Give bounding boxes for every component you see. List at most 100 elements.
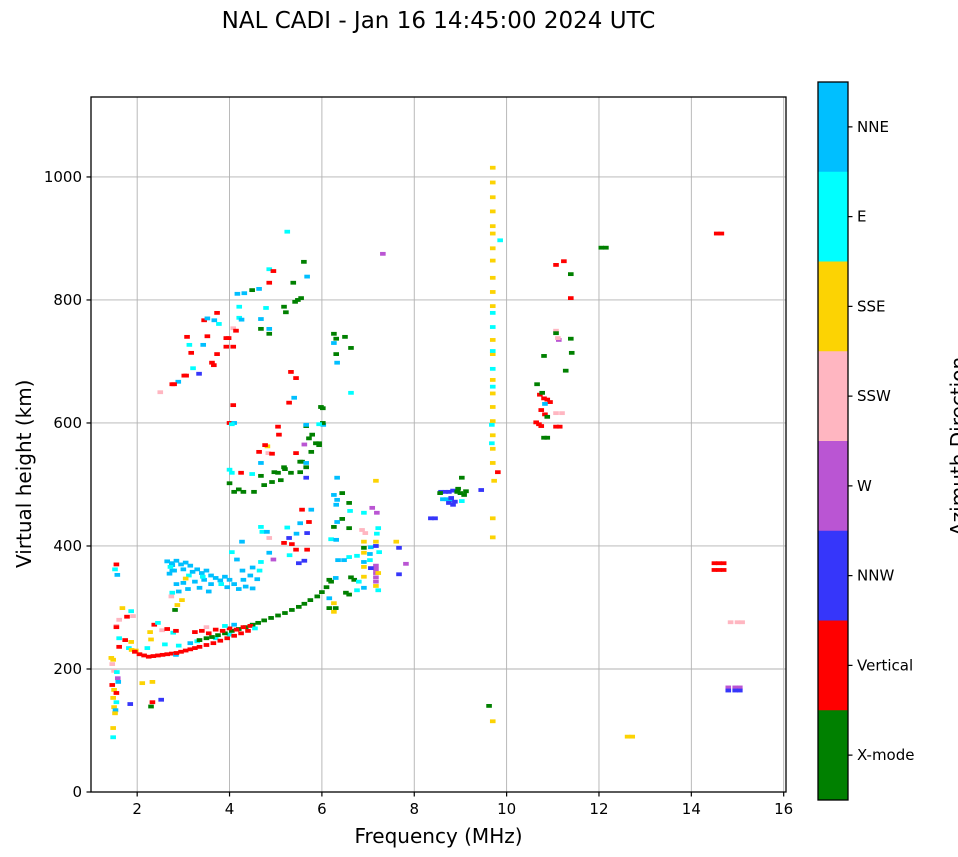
data-point-nne — [241, 291, 248, 296]
data-point-nne — [169, 561, 175, 566]
data-point-nne — [367, 552, 373, 556]
data-point-vertical — [145, 654, 152, 659]
x-tick-label: 4 — [225, 800, 235, 818]
data-point-x-mode — [539, 390, 545, 395]
data-point-e — [169, 590, 176, 595]
data-point-x-mode — [203, 636, 210, 641]
data-point-x-mode — [281, 304, 287, 309]
data-point-vertical — [203, 643, 210, 647]
data-point-nnw — [478, 488, 485, 492]
data-point-vertical — [113, 625, 120, 630]
data-point-vertical — [266, 280, 273, 285]
data-point-e — [216, 322, 222, 326]
colorbar-tick-label: X-mode — [857, 746, 914, 764]
data-point-ssw — [266, 536, 273, 540]
data-point-sse — [489, 433, 496, 438]
data-point-x-mode — [292, 299, 298, 304]
data-point-nnw — [127, 702, 134, 706]
data-point-x-mode — [301, 601, 308, 606]
data-point-vertical — [116, 644, 122, 649]
data-point-e — [375, 526, 382, 531]
x-tick-label: 2 — [132, 800, 142, 818]
data-point-w — [373, 567, 379, 572]
y-tick-label: 400 — [53, 537, 82, 555]
data-point-nne — [115, 680, 122, 684]
data-point-vertical — [281, 541, 287, 545]
data-point-vertical — [132, 649, 138, 654]
data-point-nne — [444, 497, 450, 502]
data-point-e — [374, 531, 380, 536]
data-point-x-mode — [298, 296, 304, 301]
data-point-x-mode — [339, 517, 346, 521]
data-point-nne — [361, 560, 367, 564]
data-point-x-mode — [240, 489, 247, 494]
data-point-vertical — [544, 397, 551, 402]
data-point-vertical — [113, 562, 120, 567]
data-point-sse — [393, 539, 400, 544]
data-point-sse — [361, 539, 367, 544]
data-point-vertical — [716, 561, 722, 566]
data-point-nne — [448, 498, 454, 503]
data-point-e — [347, 509, 353, 513]
data-point-vertical — [212, 627, 219, 632]
data-point-sse — [489, 461, 496, 465]
data-point-nnw — [373, 544, 379, 548]
data-point-x-mode — [306, 436, 312, 441]
data-point-x-mode — [346, 501, 352, 505]
data-point-sse — [375, 571, 382, 575]
data-point-nne — [114, 572, 121, 577]
data-point-nne — [204, 316, 211, 321]
data-point-nne — [180, 580, 187, 585]
data-point-vertical — [196, 644, 203, 649]
data-point-vertical — [151, 622, 158, 627]
data-point-x-mode — [301, 259, 307, 264]
data-point-sse — [128, 648, 135, 652]
data-point-nne — [235, 587, 242, 591]
data-point-w — [114, 676, 121, 681]
data-point-e — [259, 529, 266, 534]
data-point-sse — [624, 734, 631, 739]
data-point-nnw — [446, 501, 452, 505]
data-point-e — [489, 325, 496, 329]
data-point-e — [346, 555, 352, 559]
data-point-sse — [111, 688, 117, 692]
data-point-x-mode — [553, 331, 559, 336]
colorbar-segment-nne — [818, 82, 848, 173]
data-point-sse — [489, 180, 496, 185]
data-point-sse — [489, 446, 496, 451]
data-point-sse — [361, 564, 367, 569]
data-point-nne — [226, 577, 233, 582]
colorbar-label: Azimuth Direction — [946, 356, 958, 536]
y-tick-label: 200 — [53, 660, 82, 678]
data-point-e — [199, 574, 206, 579]
data-point-nne — [238, 317, 245, 322]
data-point-sse — [373, 539, 379, 544]
data-point-vertical — [219, 628, 226, 633]
data-point-w — [380, 251, 386, 256]
data-point-sse — [148, 637, 154, 642]
data-point-sse — [110, 726, 116, 730]
data-point-e — [212, 636, 219, 641]
data-point-vertical — [293, 547, 299, 552]
data-point-x-mode — [319, 590, 325, 595]
data-point-e — [222, 624, 228, 628]
data-point-sse — [174, 603, 181, 607]
data-point-w — [725, 685, 732, 690]
colorbar-border — [817, 81, 849, 801]
data-point-nne — [231, 622, 237, 627]
x-tick-label: 12 — [589, 800, 608, 818]
data-point-x-mode — [209, 635, 215, 639]
data-point-w — [301, 442, 308, 447]
data-point-e — [497, 238, 503, 243]
data-point-nnw — [304, 531, 310, 535]
data-point-nne — [178, 562, 184, 567]
data-point-x-mode — [461, 493, 467, 497]
data-point-e — [266, 267, 273, 272]
y-tick-label: 1000 — [44, 168, 82, 186]
data-point-nne — [247, 573, 254, 578]
data-point-e — [354, 553, 360, 558]
data-point-x-mode — [268, 616, 274, 620]
data-point-vertical — [293, 451, 299, 456]
data-point-vertical — [149, 700, 156, 705]
